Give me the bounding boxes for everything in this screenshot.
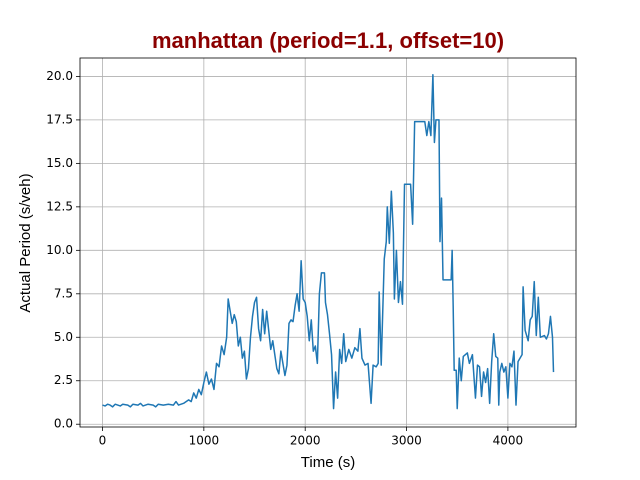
y-tick-label: 5.0 [54,330,73,344]
x-tick-label: 0 [99,434,107,448]
y-tick-label: 17.5 [46,112,73,126]
y-tick-label: 2.5 [54,373,73,387]
chart-title: manhattan (period=1.1, offset=10) [152,28,504,53]
x-tick-label: 3000 [391,434,422,448]
x-tick-label: 2000 [290,434,321,448]
x-axis-label: Time (s) [301,454,355,471]
x-tick-label: 1000 [189,434,220,448]
x-tick-label: 4000 [493,434,524,448]
plot-frame [79,57,577,428]
y-tick-label: 12.5 [46,199,73,213]
data-line [102,73,555,410]
y-tick-label: 15.0 [46,156,73,170]
y-tick-label: 7.5 [54,286,73,300]
y-tick-label: 20.0 [46,69,73,83]
y-axis-label: Actual Period (s/veh) [17,173,34,312]
y-tick-label: 10.0 [46,243,73,257]
y-tick-label: 0.0 [54,417,73,431]
